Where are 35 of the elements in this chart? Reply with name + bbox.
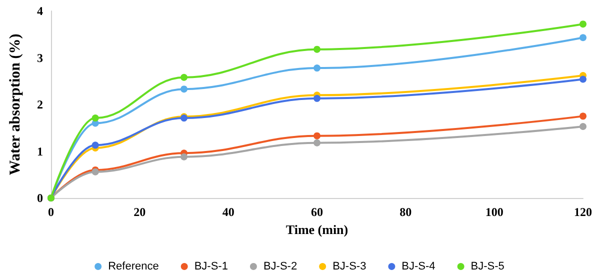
- y-tick-label: 0: [37, 191, 43, 205]
- x-tick-label: 100: [485, 205, 504, 219]
- point: [314, 94, 320, 102]
- point: [180, 74, 188, 81]
- point: [580, 76, 586, 83]
- x-tick-label: 60: [311, 205, 323, 219]
- legend-label: BJ-S-2: [263, 260, 298, 272]
- point: [314, 64, 320, 72]
- point: [314, 139, 320, 146]
- point: [92, 142, 99, 149]
- y-axis-title: Water absorption (%): [8, 34, 24, 176]
- point: [580, 122, 586, 130]
- point: [580, 20, 586, 28]
- x-tick-label: 40: [222, 205, 234, 219]
- x-tick-label: 80: [400, 205, 412, 219]
- y-tick-label: 3: [37, 50, 43, 65]
- point: [580, 34, 586, 42]
- point: [580, 112, 586, 120]
- legend-label: Reference: [108, 260, 159, 272]
- y-tick-label: 1: [37, 144, 43, 158]
- point: [314, 46, 320, 53]
- legend-label: BJ-S-3: [332, 260, 366, 272]
- point: [180, 86, 188, 93]
- legend-label: BJ-S-5: [470, 260, 504, 272]
- legend-label: BJ-S-4: [402, 260, 436, 272]
- x-tick-label: 0: [48, 205, 54, 219]
- x-axis-title: Time (min): [286, 222, 348, 237]
- legend-label: BJ-S-1: [194, 260, 228, 272]
- point: [180, 153, 188, 160]
- x-tick-label: 20: [134, 205, 146, 219]
- x-tick-label: 120: [574, 205, 592, 219]
- y-tick-label: 4: [37, 4, 43, 18]
- point: [92, 114, 99, 122]
- point: [314, 132, 320, 140]
- y-tick-label: 2: [37, 98, 43, 112]
